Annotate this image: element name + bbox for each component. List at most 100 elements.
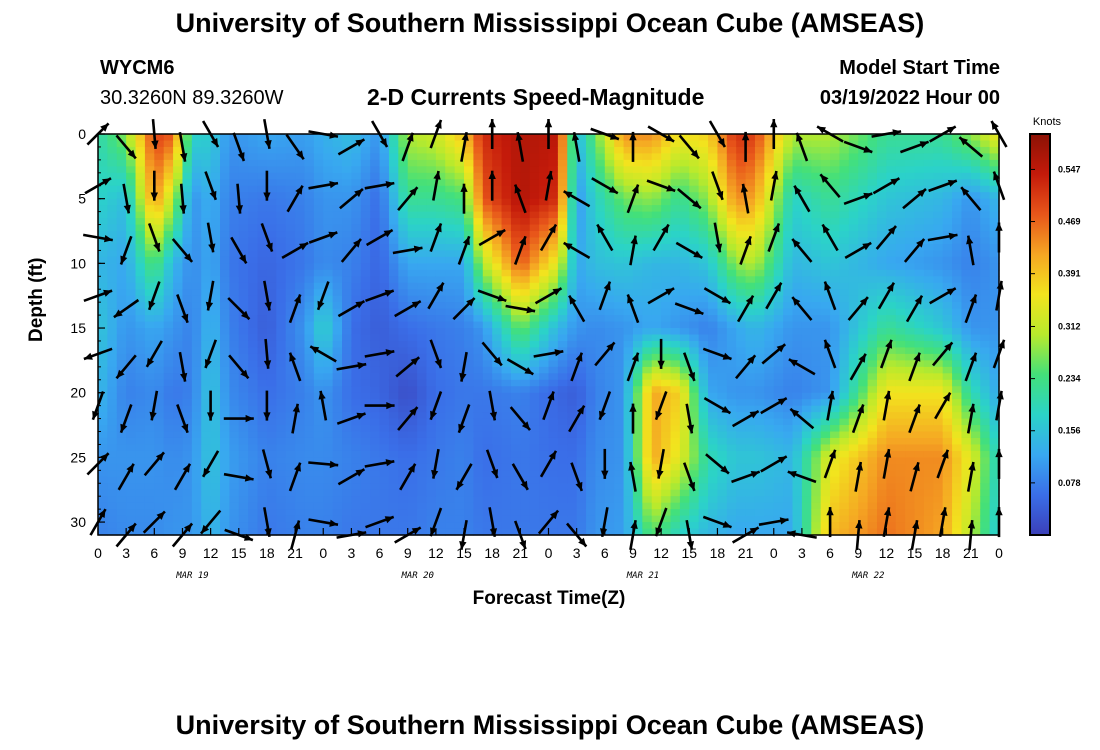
heatmap-cell: [238, 224, 249, 232]
heatmap-cell: [661, 457, 672, 465]
heatmap-cell: [632, 276, 643, 284]
heatmap-cell: [407, 334, 418, 342]
heatmap-cell: [801, 243, 812, 252]
heatmap-cell: [276, 489, 287, 497]
heatmap-cell: [398, 353, 409, 361]
heatmap-cell: [304, 134, 315, 142]
heatmap-cell: [661, 166, 672, 174]
heatmap-cell: [595, 289, 606, 297]
heatmap-cell: [745, 211, 756, 219]
heatmap-cell: [773, 302, 784, 310]
heatmap-cell: [567, 205, 578, 213]
heatmap-cell: [426, 502, 437, 510]
heatmap-cell: [792, 302, 803, 310]
heatmap-cell: [567, 528, 578, 536]
heatmap-cell: [482, 496, 493, 504]
heatmap-cell: [154, 528, 165, 536]
heatmap-cell: [407, 373, 418, 381]
heatmap-cell: [754, 450, 765, 458]
heatmap-cell: [548, 179, 559, 187]
heatmap-cell: [370, 250, 381, 258]
heatmap-cell: [126, 185, 137, 193]
heatmap-cell: [407, 172, 418, 180]
heatmap-cell: [276, 146, 287, 155]
heatmap-cell: [510, 457, 521, 465]
heatmap-cell: [285, 373, 296, 381]
heatmap-cell: [473, 172, 484, 180]
heatmap-cell: [342, 231, 353, 239]
heatmap-cell: [182, 405, 193, 413]
heatmap-cell: [285, 211, 296, 219]
heatmap-cell: [529, 140, 540, 148]
heatmap-cell: [773, 528, 784, 536]
heatmap-cell: [107, 250, 118, 258]
heatmap-cell: [567, 431, 578, 439]
heatmap-cell: [257, 172, 268, 180]
heatmap-cell: [567, 211, 578, 219]
heatmap-cell: [191, 276, 202, 284]
heatmap-cell: [201, 425, 212, 433]
heatmap-cell: [717, 399, 728, 407]
heatmap-cell: [257, 192, 268, 200]
heatmap-cell: [567, 237, 578, 245]
heatmap-cell: [576, 159, 587, 167]
heatmap-cell: [107, 211, 118, 219]
heatmap-cell: [557, 243, 568, 252]
heatmap-cell: [342, 373, 353, 381]
heatmap-cell: [285, 347, 296, 355]
heatmap-cell: [642, 185, 653, 193]
heatmap-cell: [360, 198, 371, 206]
heatmap-cell: [248, 450, 259, 458]
heatmap-cell: [417, 509, 428, 517]
heatmap-cell: [360, 218, 371, 226]
heatmap-cell: [266, 405, 277, 413]
heatmap-cell: [107, 470, 118, 478]
heatmap-cell: [482, 243, 493, 252]
heatmap-cell: [679, 347, 690, 355]
heatmap-cell: [144, 218, 155, 226]
heatmap-cell: [623, 431, 634, 439]
heatmap-cell: [548, 328, 559, 336]
heatmap-cell: [783, 198, 794, 206]
heatmap-cell: [501, 328, 512, 336]
heatmap-cell: [548, 457, 559, 465]
heatmap-cell: [332, 185, 343, 193]
heatmap-cell: [614, 444, 625, 452]
heatmap-cell: [754, 308, 765, 316]
heatmap-cell: [285, 405, 296, 413]
heatmap-cell: [548, 399, 559, 407]
heatmap-cell: [257, 185, 268, 193]
heatmap-cell: [604, 347, 615, 355]
heatmap-cell: [454, 334, 465, 342]
heatmap-cell: [229, 334, 240, 342]
heatmap-cell: [632, 412, 643, 420]
heatmap-cell: [586, 392, 597, 400]
heatmap-cell: [773, 483, 784, 491]
heatmap-cell: [276, 224, 287, 232]
heatmap-cell: [726, 334, 737, 342]
heatmap-cell: [520, 412, 531, 420]
heatmap-cell: [116, 224, 127, 232]
heatmap-cell: [520, 476, 531, 484]
heatmap-cell: [717, 509, 728, 517]
heatmap-cell: [539, 315, 550, 323]
heatmap-cell: [586, 269, 597, 277]
heatmap-cell: [304, 379, 315, 387]
heatmap-cell: [717, 437, 728, 446]
heatmap-cell: [201, 476, 212, 484]
heatmap-cell: [811, 502, 822, 510]
heatmap-cell: [679, 340, 690, 349]
heatmap-cell: [773, 263, 784, 271]
heatmap-cell: [445, 205, 456, 213]
heatmap-cell: [332, 509, 343, 517]
heatmap-cell: [726, 153, 737, 161]
heatmap-cell: [510, 328, 521, 336]
heatmap-cell: [764, 483, 775, 491]
heatmap-cell: [248, 282, 259, 290]
heatmap-cell: [398, 360, 409, 368]
heatmap-cell: [379, 373, 390, 381]
heatmap-cell: [144, 237, 155, 245]
heatmap-cell: [811, 134, 822, 142]
heatmap-cell: [379, 146, 390, 155]
heatmap-cell: [736, 340, 747, 349]
